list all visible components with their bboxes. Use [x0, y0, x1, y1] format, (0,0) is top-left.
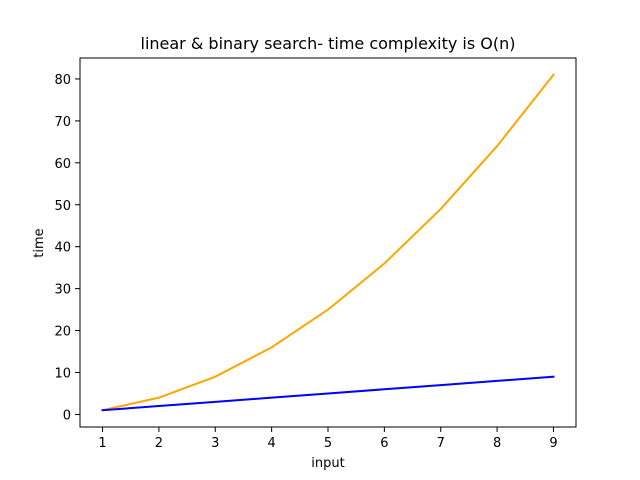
y-tick-label: 50	[54, 199, 71, 214]
x-tick-label: 9	[549, 436, 557, 451]
y-tick-label: 80	[54, 73, 71, 88]
y-tick-label: 40	[54, 241, 71, 256]
x-tick-label: 7	[437, 436, 445, 451]
x-tick-label: 8	[493, 436, 501, 451]
ticks-layer: 1 2 3 4 5 6 7 8 9 0 10 20 30 40 50 60 70 80	[54, 73, 557, 451]
y-tick-label: 70	[54, 115, 71, 130]
y-tick-label: 0	[63, 408, 71, 423]
x-tick-label: 5	[324, 436, 332, 451]
y-tick-label: 30	[54, 283, 71, 298]
x-tick-label: 3	[211, 436, 219, 451]
x-axis-label: input	[311, 456, 344, 471]
y-axis-label: time	[32, 228, 47, 257]
x-tick-label: 6	[380, 436, 388, 451]
y-tick-label: 20	[54, 325, 71, 340]
y-tick-label: 60	[54, 157, 71, 172]
series-line-2	[101, 375, 555, 412]
x-tick-label: 4	[267, 436, 275, 451]
series-line-1	[101, 73, 555, 412]
y-tick-label: 10	[54, 366, 71, 381]
x-tick-label: 1	[98, 436, 106, 451]
plot-frame	[79, 57, 577, 428]
x-tick-label: 2	[155, 436, 163, 451]
series-layer	[101, 73, 555, 412]
chart-title: linear & binary search- time complexity …	[141, 34, 516, 53]
